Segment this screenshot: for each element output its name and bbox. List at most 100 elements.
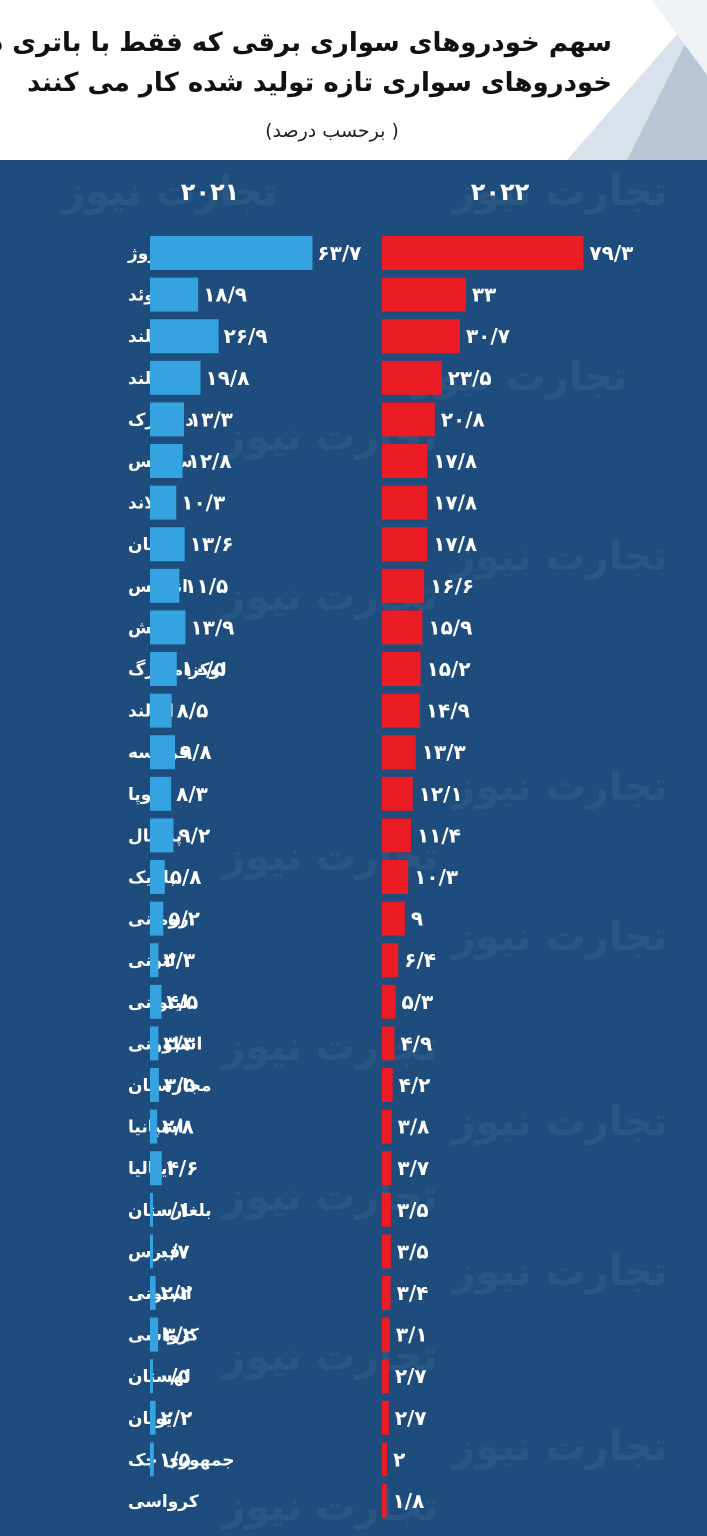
value-label-2022: ۱۵/۲ [427,657,471,681]
bar-2021 [150,693,172,728]
value-label-2021: ۲۶/۹ [224,324,268,348]
value-label-2022: ۱۵/۹ [428,615,472,639]
value-label-2022: ۲/۷ [395,1364,427,1388]
value-label-2022: ۳/۷ [397,1156,429,1180]
watermark-text: تجارت نیوز [220,1174,437,1220]
bar-2021 [150,236,313,270]
value-label-2022: ۳/۵ [397,1239,429,1263]
value-label-2022: ۲۰/۸ [441,407,485,431]
bar-2022 [382,1151,392,1186]
bar-2022 [382,984,396,1019]
watermark-text: تجارت نیوز [450,169,667,215]
watermark-text: تجارت نیوز [220,1484,437,1530]
bar-2022 [382,1276,391,1310]
series-label-2022: ۲۰۲۲ [471,178,530,206]
watermark-text: تجارت نیوز [60,169,277,215]
value-label-2021: ۳/۵ [164,1073,196,1097]
bar-2022 [382,319,460,354]
bar-2021 [150,277,199,312]
country-label: کرواسی [128,1492,199,1512]
chart-panel: تجارت نیوز تجارت نیوز تجارت نیوز تجارت نیوز… [0,160,707,1536]
value-label-2021: ۱۹/۸ [205,366,249,390]
value-label-2021: ۲/۲ [161,1281,193,1305]
value-label-2021: ۸/۵ [177,699,209,723]
value-label-2022: ۱/۸ [393,1489,425,1513]
bar-2022 [382,776,413,811]
watermark-text: تجارت نیوز [450,1099,667,1145]
bar-2022 [382,818,411,853]
value-label-2022: ۱۷/۸ [433,532,477,556]
watermark-text: تجارت نیوز [450,914,667,960]
value-label-2022: ۲/۷ [395,1406,427,1430]
bar-2021 [150,1151,162,1186]
bar-2022 [382,1317,390,1352]
bar-2022 [382,444,428,478]
bar-2021 [150,1400,156,1435]
country-label: مجارستان [128,1076,212,1096]
value-label-2021: ۱۰/۳ [181,491,225,515]
value-label-2021: ۲/۲ [161,1406,193,1430]
value-label-2022: ۳/۸ [398,1115,430,1139]
watermark-text: تجارت نیوز [450,1249,667,1295]
bar-2022 [382,360,442,395]
value-label-2021: ۳/۲ [163,1323,195,1347]
value-label-2022: ۲۳/۵ [448,366,492,390]
value-label-2022: ۲ [393,1447,405,1471]
bar-2022 [382,735,416,770]
bar-2021 [150,1317,159,1352]
bar-2022 [382,1359,389,1394]
value-label-2022: ۱۰/۳ [414,865,458,889]
bar-2021 [150,943,159,978]
country-label: اسلوونی [128,1034,202,1054]
value-label-2022: ۶/۴ [404,948,436,972]
value-label-2021: ۴/۶ [167,1156,199,1180]
bar-2022 [382,277,466,312]
value-label-2021: ۹/۸ [180,740,212,764]
bar-2022 [382,901,405,936]
value-label-2021: ۱۱/۵ [184,574,228,598]
chart-title-line-1: سهم خودروهای سواری برقی که فقط با باتری … [0,28,612,58]
value-label-2022: ۱۱/۴ [417,823,461,847]
value-label-2021: ۱/۵ [159,1447,191,1471]
watermark-layer: تجارت نیوز تجارت نیوز تجارت نیوز تجارت نیوز… [60,169,667,1530]
value-label-2022: ۳/۵ [397,1198,429,1222]
value-label-2022: ۷۹/۳ [589,241,633,265]
country-label: کرواسی [128,1326,199,1346]
value-label-2021: ۵/۸ [170,865,202,889]
value-label-2022: ۱۴/۹ [426,699,470,723]
value-label-2022: ۳/۴ [397,1281,429,1305]
value-label-2021: ۱۳/۳ [189,407,233,431]
country-label: استونی [128,1284,192,1304]
bar-2022 [382,943,399,978]
value-label-2021: ۰/۵ [158,1364,190,1388]
bar-2021 [150,568,180,603]
bar-2021 [150,1192,153,1227]
country-label: بلغارستان [128,1201,212,1221]
bar-2022 [382,568,425,603]
value-label-2021: ۵/۲ [168,907,200,931]
bar-2021 [150,860,165,894]
value-label-2021: ۴/۵ [166,990,198,1014]
value-label-2022: ۱۲/۱ [419,782,463,806]
value-label-2022: ۱۷/۸ [433,491,477,515]
bar-2021 [150,319,219,354]
value-label-2021: ۳/۳ [163,948,195,972]
bar-2022 [382,402,435,437]
bar-2021 [150,1068,159,1102]
bar-2022 [382,1442,388,1477]
bar-2021 [150,984,162,1019]
watermark-text: تجارت نیوز [450,534,667,580]
bar-2022 [382,1400,389,1435]
value-label-2022: ۳۰/۷ [466,324,510,348]
value-label-2021: ۶۳/۷ [317,241,361,265]
bar-2022 [382,1068,393,1102]
value-label-2021: ۸/۳ [176,782,208,806]
bar-2022 [382,693,420,728]
series-label-2021: ۲۰۲۱ [181,178,240,206]
value-label-2021: ۱۰/۵ [182,657,226,681]
country-label: جمهوری چک [128,1450,234,1470]
value-label-2021: ۲/۸ [162,1115,194,1139]
country-label: قبرس [128,1242,180,1262]
bar-2021 [150,527,185,562]
